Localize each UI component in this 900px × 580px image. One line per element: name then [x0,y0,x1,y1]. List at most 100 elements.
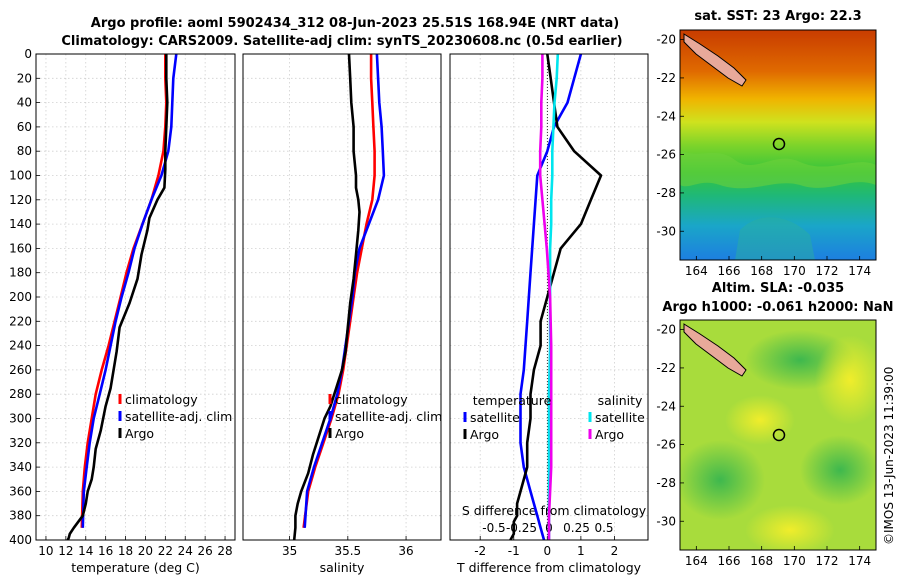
x2-tick-label: -0.25 [506,521,537,535]
x2-tick-label: 0.25 [563,521,590,535]
new-caledonia-coast [683,33,747,87]
x-tick-label: 26 [198,544,213,558]
map-x-tick-label: 170 [783,554,806,568]
plot-frame [449,53,649,541]
map-y-tick-label: -26 [656,148,676,162]
x-tick-label: 20 [138,544,153,558]
y-tick-label: 20 [17,71,32,85]
sla-low-3 [800,435,876,505]
x-tick-label: -2 [474,544,486,558]
map-x-tick-label: 166 [718,554,741,568]
figure-title-line2: Climatology: CARS2009. Satellite-adj cli… [61,34,622,49]
y-tick-label: 200 [9,290,32,304]
x-tick-label: 10 [38,544,53,558]
y-tick-label: 0 [24,47,32,61]
map-y-tick-label: -24 [656,109,676,123]
sla-map-frame [679,319,877,551]
map-x-tick-label: 168 [750,554,773,568]
credit-text: ©IMOS 13-Jun-2023 11:39:00 [882,367,896,545]
plot-frame [242,53,442,541]
legend-label: satellite-adj. clim [125,409,232,424]
map-x-tick-label: 164 [685,264,708,278]
argo-location-marker-sla [772,428,786,442]
sst-map-frame [679,29,877,261]
x-tick-label: 18 [118,544,133,558]
sla-high-1 [815,335,876,425]
map-y-tick-label: -22 [656,361,676,375]
y-tick-label: 160 [9,241,32,255]
y-tick-label: 80 [17,144,32,158]
map-x-tick-label: 168 [750,264,773,278]
x-tick-label: 24 [178,544,193,558]
y-tick-label: 180 [9,266,32,280]
y-tick-label: 380 [9,509,32,523]
legend-label: Argo [335,426,364,441]
x2-axis-label: S difference from climatology [462,503,647,518]
series-line-satellite-adj-clim [81,53,178,528]
sla-map-panel: Altim. SLA: -0.035 Argo h1000: -0.061 h2… [656,281,893,568]
series-line-argo [292,53,361,541]
legend-label: satellite [595,410,645,425]
sla-high-2 [725,395,795,445]
y-tick-label: 240 [9,339,32,353]
x2-tick-label: -0.5 [482,521,505,535]
sst-map-title: sat. SST: 23 Argo: 22.3 [694,9,861,24]
legend-label: climatology [125,392,198,407]
map-y-tick-label: -20 [656,323,676,337]
y-tick-label: 260 [9,363,32,377]
map-y-tick-label: -30 [656,224,676,238]
x-tick-label: 35 [282,544,297,558]
x-axis-label: salinity [320,560,365,575]
x-tick-label: 0 [544,544,552,558]
y-tick-label: 400 [9,533,32,547]
figure-title-line1: Argo profile: aoml 5902434_312 08-Jun-20… [91,16,619,31]
salinity-panel: 35 35.5 36 salinity climatology satellite-adj… [242,53,442,575]
x-tick-label: 36 [398,544,413,558]
x2-tick-label: 0.5 [594,521,613,535]
series-line-argo [66,54,169,541]
x-tick-label: 22 [158,544,173,558]
map-y-tick-label: -30 [656,514,676,528]
map-y-tick-label: -20 [656,33,676,47]
legend-label: satellite [470,410,520,425]
sst-band [680,150,876,189]
sst-map-panel: sat. SST: 23 Argo: 22.3 164 166 168 170 172 1… [656,9,877,278]
legend-label: Argo [470,427,499,442]
map-x-tick-label: 172 [816,264,839,278]
map-y-tick-label: -22 [656,71,676,85]
y-tick-label: 320 [9,436,32,450]
x-tick-label: 2 [611,544,619,558]
map-x-tick-label: 170 [783,264,806,278]
map-x-tick-label: 172 [816,554,839,568]
map-y-tick-label: -26 [656,438,676,452]
x-tick-label: -1 [508,544,520,558]
y-tick-label: 140 [9,217,32,231]
series-line-salinity-argo [538,54,553,540]
map-y-tick-label: -28 [656,476,676,490]
map-x-tick-label: 174 [848,264,871,278]
legend-label: satellite-adj. clim [335,409,442,424]
series-line-temperature-argo [509,53,603,541]
legend-label: Argo [125,426,154,441]
x-tick-label: 28 [217,544,232,558]
legend-title-salinity: salinity [598,393,643,408]
sla-map-title-line1: Altim. SLA: -0.035 [712,281,844,296]
argo-location-marker [772,137,786,151]
x-axis-label: temperature (deg C) [71,560,200,575]
x-tick-label: 14 [78,544,93,558]
y-tick-label: 40 [17,96,32,110]
map-x-tick-label: 164 [685,554,708,568]
legend-title-temperature: temperature [473,393,552,408]
map-y-tick-label: -24 [656,399,676,413]
series-line-salinity-satellite [547,53,560,540]
legend-label: climatology [335,392,408,407]
map-y-tick-label: -28 [656,186,676,200]
x-tick-label: 35.5 [334,544,361,558]
series-line-temperature-satellite [519,53,583,541]
x-tick-label: 16 [98,544,113,558]
y-tick-label: 340 [9,460,32,474]
y-tick-label: 60 [17,120,32,134]
y-tick-label: 280 [9,387,32,401]
sst-patch [735,217,815,260]
